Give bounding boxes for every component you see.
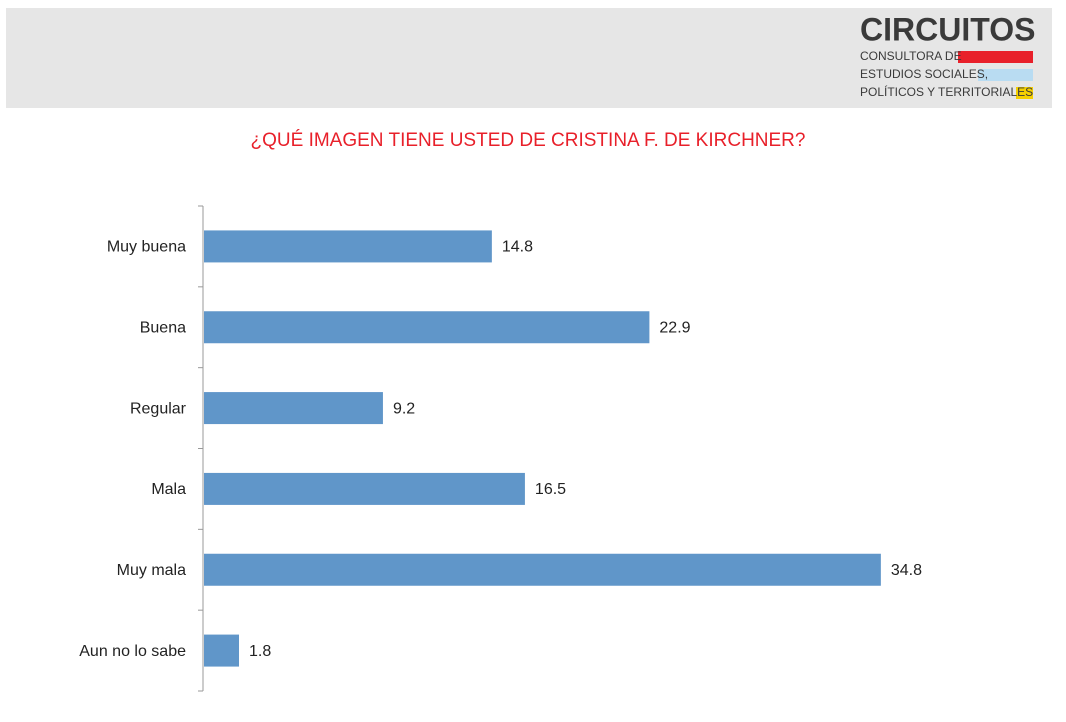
bar xyxy=(204,472,525,505)
value-label: 1.8 xyxy=(249,643,271,660)
value-label: 14.8 xyxy=(502,239,533,256)
bar xyxy=(204,311,650,344)
bar xyxy=(204,392,383,425)
header-band xyxy=(6,8,1052,108)
bar xyxy=(204,553,881,586)
value-label: 16.5 xyxy=(535,481,566,498)
bar xyxy=(204,634,240,667)
logo-line: CONSULTORA DE xyxy=(860,49,962,63)
y-tick-label: Regular xyxy=(130,400,187,417)
logo-yellow xyxy=(1016,87,1033,99)
logo-blue xyxy=(978,69,1033,81)
y-tick-label: Muy buena xyxy=(107,239,186,256)
logo-line: POLÍTICOS Y TERRITORIALES xyxy=(860,84,1033,99)
value-label: 34.8 xyxy=(891,562,922,579)
logo-line: ESTUDIOS SOCIALES, xyxy=(860,67,988,81)
value-label: 22.9 xyxy=(659,319,690,336)
bar xyxy=(204,230,492,263)
y-tick-label: Muy mala xyxy=(117,562,186,579)
y-tick-label: Mala xyxy=(151,481,186,498)
y-tick-label: Buena xyxy=(140,319,186,336)
value-label: 9.2 xyxy=(393,400,415,417)
chart-title: ¿QUÉ IMAGEN TIENE USTED DE CRISTINA F. D… xyxy=(251,130,806,151)
logo-red xyxy=(958,51,1033,63)
brand: CIRCUITOS xyxy=(860,11,1035,47)
y-tick-label: Aun no lo sabe xyxy=(79,643,186,660)
